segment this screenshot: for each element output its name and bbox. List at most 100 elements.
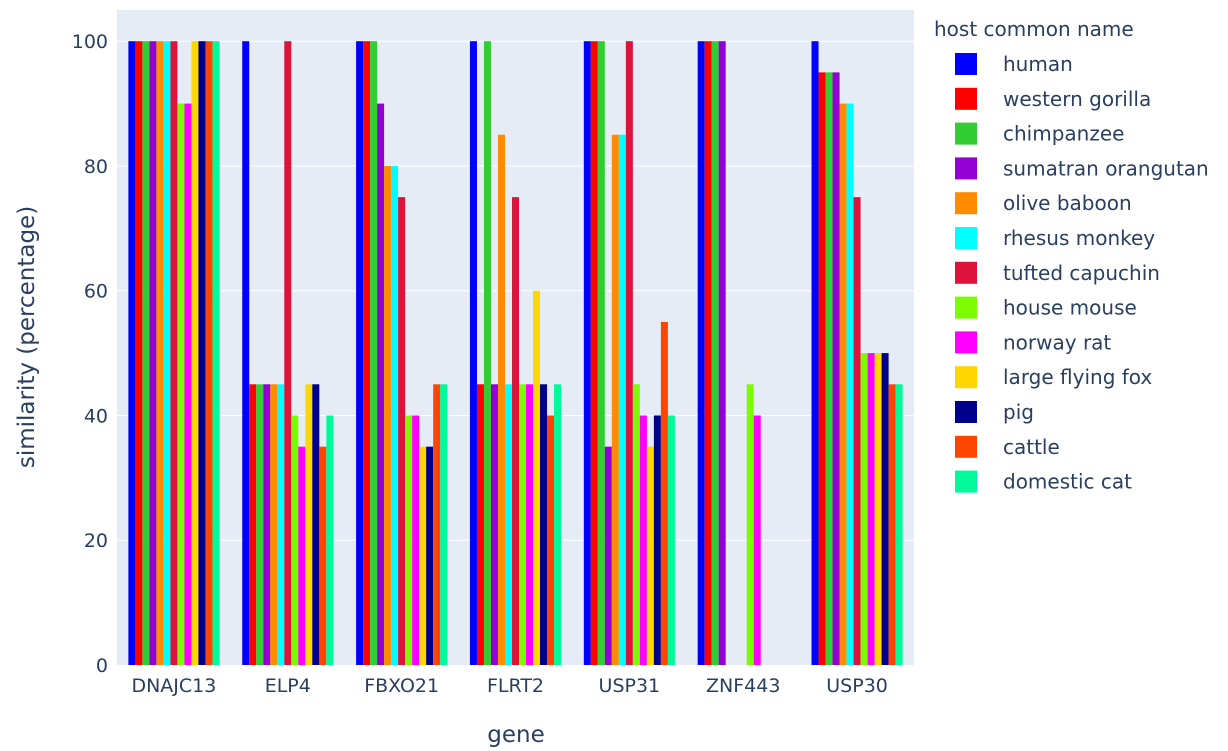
bar — [888, 384, 896, 665]
bar — [874, 353, 882, 665]
bar — [270, 384, 278, 665]
bar — [660, 321, 668, 665]
y-tick-label: 80 — [84, 156, 108, 178]
bar — [291, 415, 299, 665]
legend-label[interactable]: human — [1003, 52, 1073, 76]
bar — [653, 415, 661, 665]
legend-swatch[interactable] — [955, 157, 977, 180]
bar — [476, 384, 484, 665]
legend-label[interactable]: pig — [1003, 400, 1034, 424]
bar — [405, 415, 413, 665]
bar — [519, 384, 527, 665]
bar — [370, 41, 378, 665]
bar — [149, 41, 157, 665]
bar — [391, 165, 399, 665]
x-tick-label: FBXO21 — [364, 675, 439, 697]
bar — [412, 415, 420, 665]
bar — [377, 103, 385, 666]
bar — [142, 41, 150, 665]
bar — [305, 384, 313, 665]
bar — [319, 446, 327, 665]
bar — [846, 103, 854, 666]
x-tick-label: ELP4 — [265, 675, 311, 697]
bar — [533, 290, 541, 665]
bar — [205, 41, 213, 665]
bar — [753, 415, 761, 665]
bar — [419, 446, 427, 665]
bar — [242, 41, 250, 665]
legend-label[interactable]: cattle — [1003, 435, 1060, 459]
bar — [881, 353, 889, 665]
bar — [632, 384, 640, 665]
bar — [825, 72, 833, 665]
x-tick-label: FLRT2 — [487, 675, 544, 697]
bar — [263, 384, 271, 665]
legend-swatch[interactable] — [955, 470, 977, 493]
bar — [583, 41, 591, 665]
bar — [384, 165, 392, 665]
bar — [853, 197, 861, 665]
legend: human western gorilla chimpanzee sumatran o… — [955, 52, 1209, 494]
legend-swatch[interactable] — [955, 192, 977, 215]
bar — [540, 384, 548, 665]
bar — [249, 384, 257, 665]
legend-label[interactable]: olive baboon — [1003, 191, 1132, 215]
legend-swatch[interactable] — [955, 53, 977, 75]
bar — [363, 41, 371, 665]
legend-swatch[interactable] — [955, 366, 977, 389]
legend-label[interactable]: western gorilla — [1003, 87, 1151, 111]
bar — [298, 446, 306, 665]
legend-label[interactable]: tufted capuchin — [1003, 261, 1160, 285]
legend-swatch[interactable] — [955, 122, 977, 145]
y-tick-labels: 0 20 40 60 80 100 — [72, 31, 108, 677]
bar — [818, 72, 826, 665]
bar — [128, 41, 136, 665]
bar — [312, 384, 320, 665]
legend-title: host common name — [934, 17, 1134, 41]
legend-label[interactable]: sumatran orangutan — [1003, 156, 1209, 180]
legend-swatch[interactable] — [955, 261, 977, 284]
legend-swatch[interactable] — [955, 296, 977, 319]
bars — [128, 41, 903, 666]
legend-swatch[interactable] — [955, 401, 977, 423]
bar — [554, 384, 562, 665]
bar — [284, 41, 292, 665]
bar — [718, 41, 726, 665]
bar — [860, 353, 868, 665]
bar — [135, 41, 143, 665]
legend-label[interactable]: house mouse — [1003, 296, 1137, 320]
legend-swatch[interactable] — [955, 435, 977, 458]
legend-label[interactable]: norway rat — [1003, 330, 1111, 354]
bar — [667, 415, 675, 665]
bar — [433, 384, 441, 665]
bar — [277, 384, 285, 665]
bar — [590, 41, 598, 665]
bar — [611, 134, 619, 665]
bar — [697, 41, 705, 665]
bar — [177, 103, 185, 666]
bar — [832, 72, 840, 665]
bar — [504, 384, 512, 665]
legend-swatch[interactable] — [955, 331, 977, 354]
bar — [469, 41, 477, 665]
x-axis-title: gene — [487, 722, 544, 748]
bar — [497, 134, 505, 665]
x-tick-labels: DNAJC13 ELP4 FBXO21 FLRT2 USP31 ZNF443 USP30 — [131, 675, 887, 697]
bar — [440, 384, 448, 665]
legend-label[interactable]: rhesus monkey — [1003, 226, 1155, 250]
legend-label[interactable]: domestic cat — [1003, 470, 1132, 494]
bar — [156, 41, 164, 665]
bar — [711, 41, 719, 665]
y-tick-label: 0 — [96, 655, 108, 677]
x-tick-label: ZNF443 — [706, 675, 780, 697]
bar — [811, 41, 819, 665]
bar — [326, 415, 334, 665]
bar — [625, 41, 633, 665]
bar — [618, 134, 626, 665]
legend-swatch[interactable] — [955, 87, 977, 110]
bar — [184, 103, 192, 666]
legend-label[interactable]: large flying fox — [1003, 365, 1152, 389]
legend-label[interactable]: chimpanzee — [1003, 122, 1124, 146]
y-tick-label: 20 — [84, 530, 108, 552]
legend-swatch[interactable] — [955, 227, 977, 249]
